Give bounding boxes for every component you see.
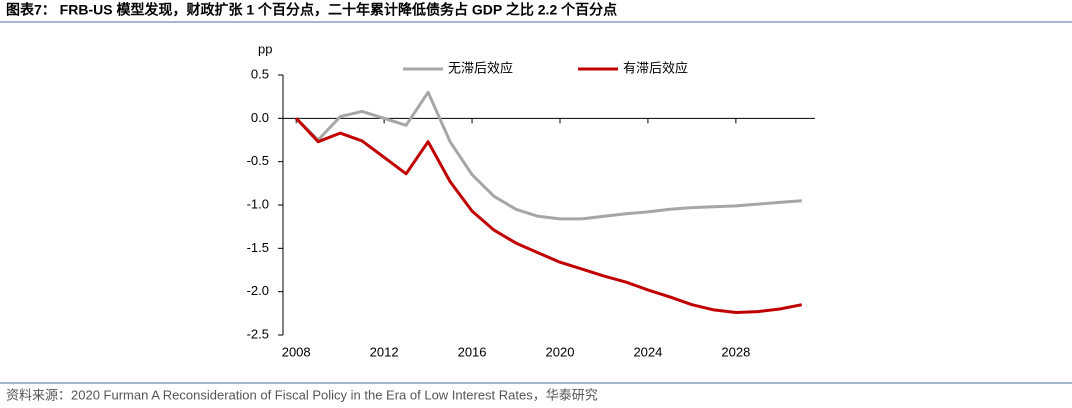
x-tick-label: 2016 xyxy=(458,344,487,359)
y-tick-label: -2.5 xyxy=(247,326,269,341)
legend-label: 无滞后效应 xyxy=(448,60,513,75)
y-tick-label: 0.5 xyxy=(251,66,269,81)
series-line xyxy=(295,117,803,314)
x-tick-label: 2028 xyxy=(721,344,750,359)
y-tick-label: -0.5 xyxy=(247,153,269,168)
x-tick-label: 2020 xyxy=(546,344,575,359)
series-line xyxy=(295,90,802,221)
y-axis-unit: pp xyxy=(258,41,272,56)
y-tick-label: -2.0 xyxy=(247,283,269,298)
chart-title: 图表7： FRB-US 模型发现，财政扩张 1 个百分点，二十年累计降低债务占 … xyxy=(6,2,617,18)
legend-label: 有滞后效应 xyxy=(623,60,688,75)
x-tick-label: 2024 xyxy=(633,344,662,359)
x-tick-label: 2008 xyxy=(282,344,311,359)
source-note: 资料来源：2020 Furman A Reconsideration of Fi… xyxy=(6,387,598,402)
x-tick-label: 2012 xyxy=(370,344,399,359)
y-tick-label: -1.5 xyxy=(247,240,269,255)
y-tick-label: 0.0 xyxy=(251,110,269,125)
y-tick-label: -1.0 xyxy=(247,196,269,211)
